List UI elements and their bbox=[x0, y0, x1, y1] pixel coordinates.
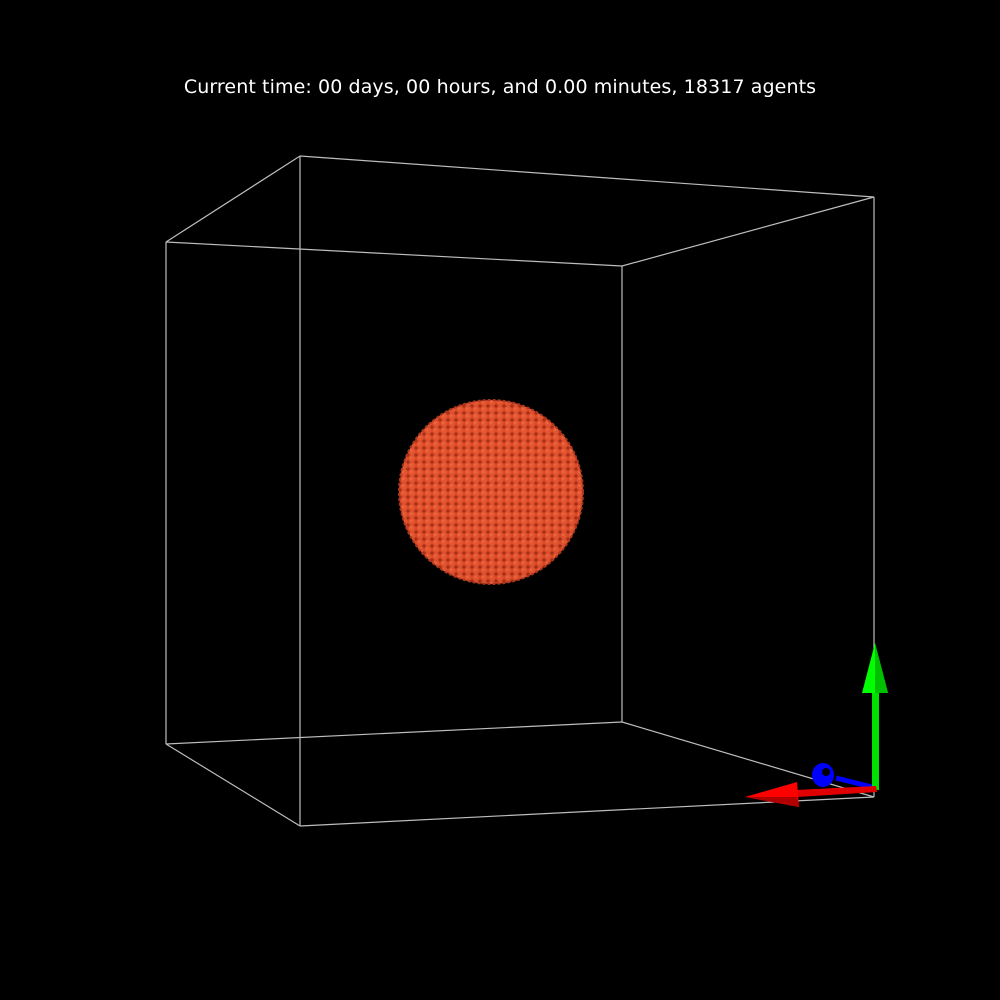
box-edge bbox=[165, 721, 623, 745]
simulation-status-text: Current time: 00 days, 00 hours, and 0.0… bbox=[183, 76, 817, 98]
box-edge bbox=[165, 241, 623, 267]
z-axis-arrow-icon bbox=[812, 763, 877, 791]
orientation-axes bbox=[745, 643, 888, 807]
box-edge bbox=[621, 721, 875, 798]
y-axis-arrow-icon bbox=[862, 643, 888, 790]
x-axis-arrow-icon bbox=[745, 782, 877, 807]
agent-cluster[interactable] bbox=[398, 399, 584, 585]
box-edge bbox=[165, 155, 301, 243]
box-edge bbox=[165, 743, 301, 827]
bounding-box bbox=[165, 155, 875, 827]
box-edge bbox=[621, 196, 875, 267]
box-edge bbox=[299, 155, 875, 198]
